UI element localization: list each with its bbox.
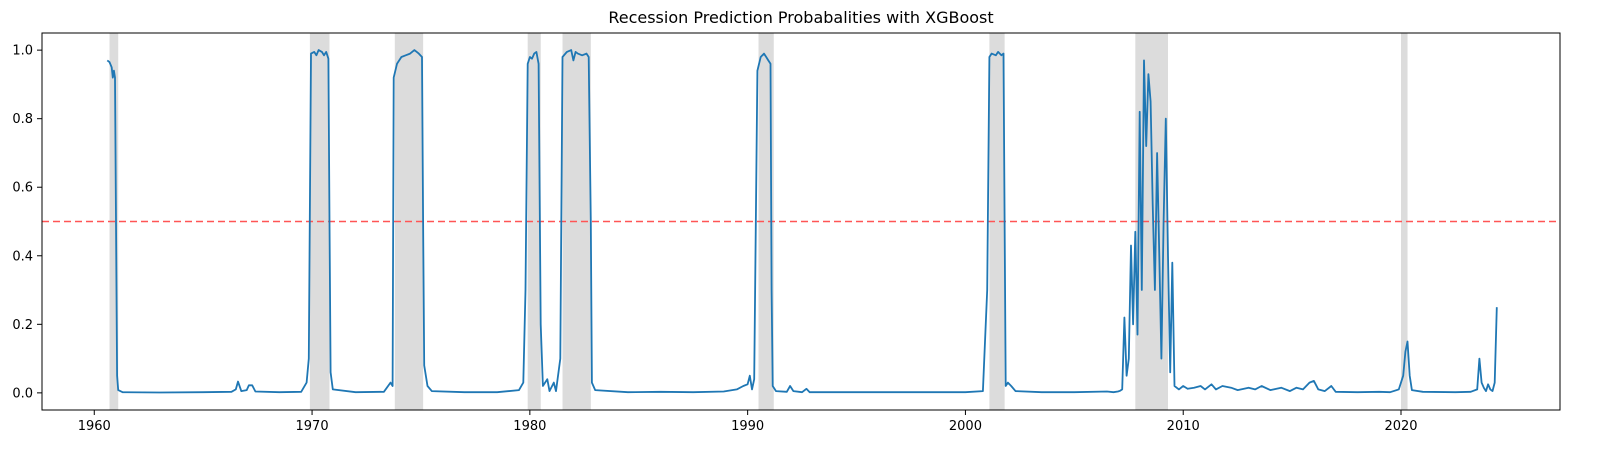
y-axis: 0.0 0.2 0.4 0.6 0.8 1.0 <box>12 44 42 401</box>
series-group <box>106 49 1498 394</box>
y-tick-label: 0.6 <box>12 181 33 196</box>
x-tick-label: 1970 <box>296 419 329 434</box>
y-tick-label: 0.2 <box>12 318 33 333</box>
y-tick-label: 0.8 <box>12 112 33 127</box>
chart-title: Recession Prediction Probabalities with … <box>608 8 993 27</box>
recession-shade <box>527 33 541 410</box>
x-tick-label: 1990 <box>731 419 764 434</box>
y-tick-label: 1.0 <box>12 44 33 59</box>
x-tick-label: 2000 <box>949 419 982 434</box>
x-tick-label: 1980 <box>513 419 546 434</box>
x-tick-label: 2020 <box>1384 419 1417 434</box>
x-tick-label: 2010 <box>1167 419 1200 434</box>
recession-shade <box>1401 33 1408 410</box>
y-tick-label: 0.0 <box>12 386 33 401</box>
x-axis: 1960 1970 1980 1990 2000 2010 2020 <box>78 410 1418 434</box>
recession-shade <box>989 33 1005 410</box>
series-line <box>106 49 1498 394</box>
x-tick-label: 1960 <box>78 419 111 434</box>
plot-frame <box>41 32 1561 411</box>
y-tick-label: 0.4 <box>12 249 33 264</box>
